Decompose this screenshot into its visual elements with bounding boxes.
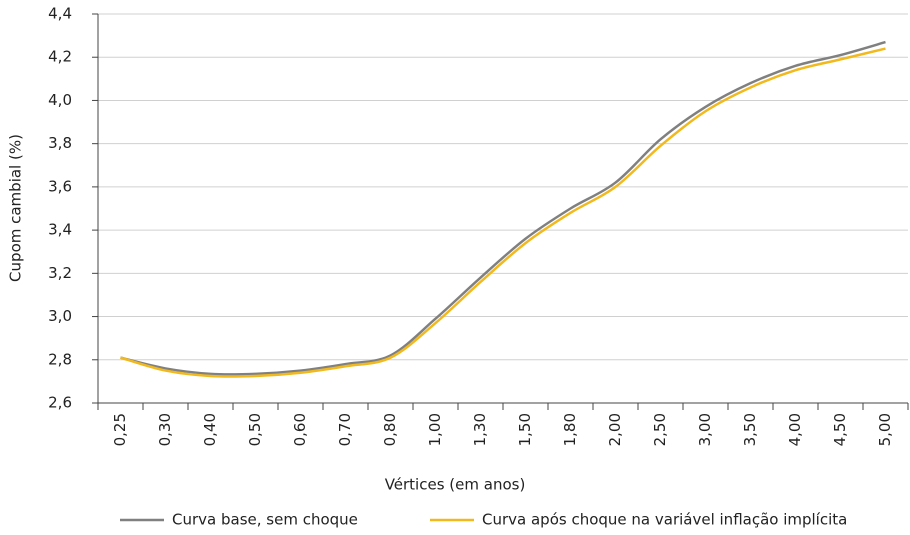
x-tick-label: 0,70 [336,413,354,446]
x-tick-label: 3,00 [696,413,714,446]
x-tick-label: 0,25 [111,413,129,446]
y-tick-label: 3,0 [48,307,72,325]
series-line [120,40,886,376]
x-tick-label: 5,00 [876,413,894,446]
y-tick-label: 3,8 [48,134,72,152]
y-tick-label: 4,2 [48,48,72,66]
x-tick-label: 4,00 [786,413,804,446]
y-tick-label: 4,0 [48,91,72,109]
x-tick-label: 1,80 [561,413,579,446]
legend-label: Curva base, sem choque [172,511,358,529]
legend-label: Curva após choque na variável inflação i… [482,511,847,529]
series-line [120,47,886,378]
x-tick-label: 0,30 [156,413,174,446]
x-tick-label: 0,40 [201,413,219,446]
x-axis-title: Vértices (em anos) [385,476,526,494]
x-tick-label: 0,80 [381,413,399,446]
x-tick-label: 1,30 [471,413,489,446]
x-tick-label: 3,50 [741,413,759,446]
y-tick-label: 2,6 [48,394,72,412]
x-tick-label: 2,00 [606,413,624,446]
x-tick-label: 0,60 [291,413,309,446]
y-tick-label: 3,2 [48,264,72,282]
y-tick-label: 3,4 [48,221,72,239]
x-tick-label: 2,50 [651,413,669,446]
y-tick-label: 4,4 [48,5,72,23]
y-tick-label: 3,6 [48,177,72,195]
x-tick-label: 0,50 [246,413,264,446]
x-tick-label: 1,50 [516,413,534,446]
x-tick-label: 4,50 [831,413,849,446]
y-axis-title: Cupom cambial (%) [7,134,25,282]
x-tick-label: 1,00 [426,413,444,446]
y-tick-label: 2,8 [48,350,72,368]
